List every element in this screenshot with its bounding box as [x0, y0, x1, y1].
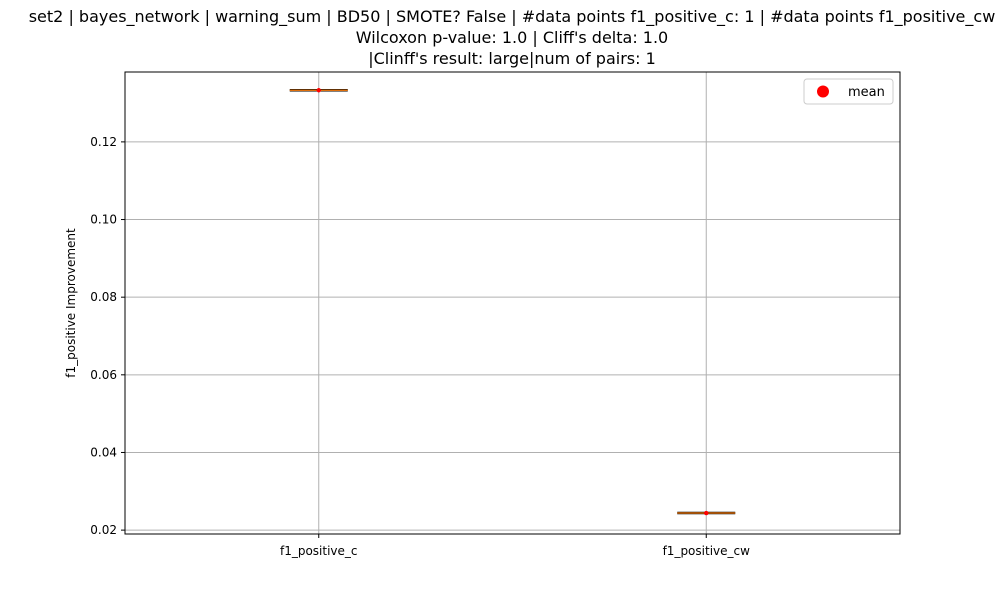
chart-title-line-2: Wilcoxon p-value: 1.0 | Cliff's delta: 1…: [356, 28, 668, 47]
y-tick-label: 0.02: [90, 523, 117, 537]
legend-mean-marker: [817, 85, 829, 98]
chart-title-line-3: |Clinff's result: large|num of pairs: 1: [368, 49, 656, 68]
chart-title-line-1: set2 | bayes_network | warning_sum | BD5…: [29, 7, 996, 27]
grid-lines: [125, 72, 900, 534]
y-tick-label: 0.08: [90, 290, 117, 304]
y-tick-label: 0.06: [90, 368, 117, 382]
boxes: [289, 88, 736, 516]
y-axis-label: f1_positive Improvement: [64, 228, 78, 378]
legend-frame: [803, 78, 894, 105]
axis-ticks: 0.02 0.04 0.06 0.08 0.10 0.12 f1_positive_c f1_…: [90, 135, 750, 558]
chart-title: set2 | bayes_network | warning_sum | BD5…: [29, 7, 996, 68]
mean-marker: [316, 88, 321, 93]
plot-area-frame: [124, 71, 901, 535]
y-tick-label: 0.12: [90, 135, 117, 149]
mean-marker: [704, 510, 709, 516]
x-tick-label: f1_positive_c: [280, 544, 358, 558]
legend-mean-label: mean: [848, 85, 885, 100]
x-tick-label: f1_positive_cw: [663, 544, 751, 558]
y-tick-label: 0.10: [90, 213, 117, 227]
y-tick-label: 0.04: [90, 445, 117, 459]
legend: mean: [803, 78, 894, 105]
